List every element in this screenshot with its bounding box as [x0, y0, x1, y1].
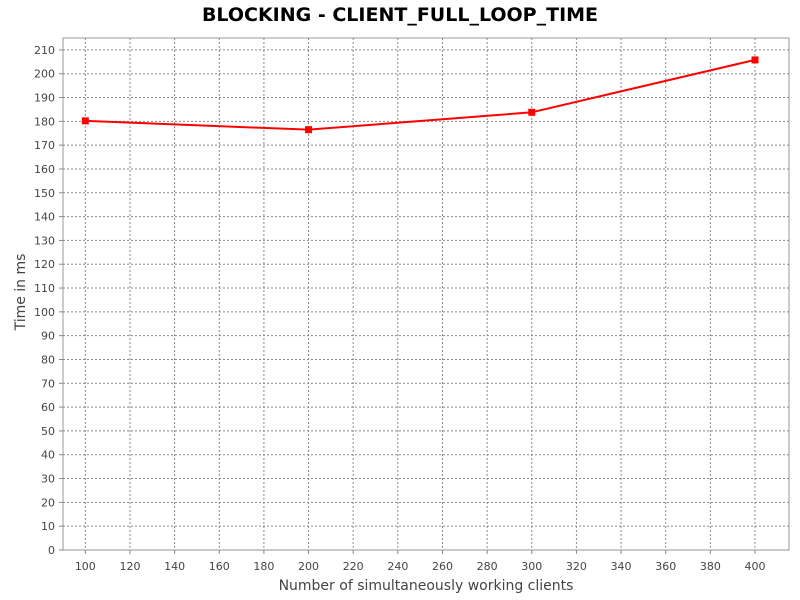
x-tick-label: 180	[253, 560, 274, 573]
y-tick-label: 60	[41, 401, 55, 414]
y-gridlines	[63, 49, 789, 551]
x-tick-label: 160	[209, 560, 230, 573]
x-tick-label: 120	[119, 560, 140, 573]
y-tick-label: 190	[34, 92, 55, 105]
y-tick-label: 110	[34, 282, 55, 295]
y-axis-label: Time in ms	[13, 254, 29, 332]
y-tick-label: 180	[34, 115, 55, 128]
y-tick-label: 70	[41, 377, 55, 390]
y-tick-label: 80	[41, 353, 55, 366]
y-tick-label: 90	[41, 330, 55, 343]
y-tick-label: 50	[41, 425, 55, 438]
y-tick-label: 170	[34, 139, 55, 152]
y-tick-label: 130	[34, 234, 55, 247]
x-tick-label: 400	[745, 560, 766, 573]
series-layer	[81, 56, 759, 134]
x-tick-label: 200	[298, 560, 319, 573]
chart-title: BLOCKING - CLIENT_FULL_LOOP_TIME	[202, 4, 598, 26]
x-tick-label: 260	[432, 560, 453, 573]
y-tick-label: 0	[48, 544, 55, 557]
data-point	[528, 108, 536, 116]
y-tick-label: 200	[34, 68, 55, 81]
series-line	[85, 58, 756, 131]
x-tick-label: 340	[611, 560, 632, 573]
x-gridlines	[84, 38, 756, 550]
x-axis: 100 120 140 160 180 200 220 240 260 280 300 320 340 3…	[75, 550, 766, 573]
y-tick-label: 30	[41, 473, 55, 486]
x-tick-label: 220	[343, 560, 364, 573]
data-point	[305, 126, 313, 134]
x-tick-label: 380	[700, 560, 721, 573]
x-tick-label: 320	[566, 560, 587, 573]
y-tick-label: 150	[34, 187, 55, 200]
x-tick-label: 100	[75, 560, 96, 573]
x-tick-label: 300	[521, 560, 542, 573]
y-axis: 0 10 20 30 40 50 60 70 80 90 100 110 120 130 140 150 160…	[34, 44, 63, 557]
x-axis-label: Number of simultaneously working clients	[279, 578, 574, 594]
y-tick-label: 120	[34, 258, 55, 271]
data-point	[751, 56, 759, 64]
x-tick-label: 280	[477, 560, 498, 573]
y-tick-label: 210	[34, 44, 55, 57]
x-tick-label: 140	[164, 560, 185, 573]
y-tick-label: 10	[41, 520, 55, 533]
y-tick-label: 160	[34, 163, 55, 176]
y-tick-label: 20	[41, 496, 55, 509]
y-tick-label: 140	[34, 211, 55, 224]
x-tick-label: 240	[387, 560, 408, 573]
data-point	[81, 117, 89, 125]
y-tick-label: 40	[41, 449, 55, 462]
plot-area	[62, 37, 790, 551]
x-tick-label: 360	[655, 560, 676, 573]
y-tick-label: 100	[34, 306, 55, 319]
